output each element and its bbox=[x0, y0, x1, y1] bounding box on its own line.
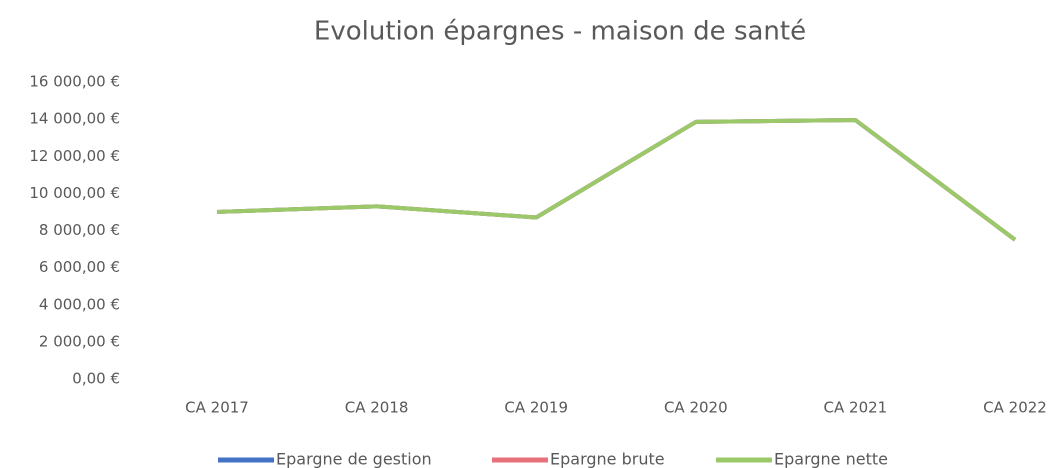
x-tick-label: CA 2020 bbox=[664, 399, 728, 417]
y-tick-label: 14 000,00 € bbox=[29, 110, 120, 128]
x-tick-label: CA 2022 bbox=[983, 399, 1047, 417]
y-tick-label: 16 000,00 € bbox=[29, 73, 120, 91]
x-tick-label: CA 2021 bbox=[824, 399, 888, 417]
y-tick-label: 2 000,00 € bbox=[39, 332, 120, 350]
x-tick-label: CA 2018 bbox=[345, 399, 409, 417]
y-tick-label: 4 000,00 € bbox=[39, 295, 120, 313]
line-series bbox=[216, 118, 1017, 242]
y-tick-label: 6 000,00 € bbox=[39, 258, 120, 276]
legend-label: Epargne nette bbox=[774, 450, 888, 468]
legend-label: Epargne brute bbox=[550, 450, 665, 468]
line-series bbox=[216, 118, 1017, 242]
legend-label: Epargne de gestion bbox=[276, 450, 432, 468]
y-tick-label: 12 000,00 € bbox=[29, 147, 120, 165]
line-series bbox=[216, 118, 1017, 242]
y-tick-label: 8 000,00 € bbox=[39, 221, 120, 239]
chart-title: Evolution épargnes - maison de santé bbox=[314, 17, 806, 47]
x-tick-label: CA 2019 bbox=[504, 399, 568, 417]
y-tick-label: 0,00 € bbox=[72, 370, 120, 388]
x-tick-label: CA 2017 bbox=[185, 399, 249, 417]
y-tick-label: 10 000,00 € bbox=[29, 184, 120, 202]
